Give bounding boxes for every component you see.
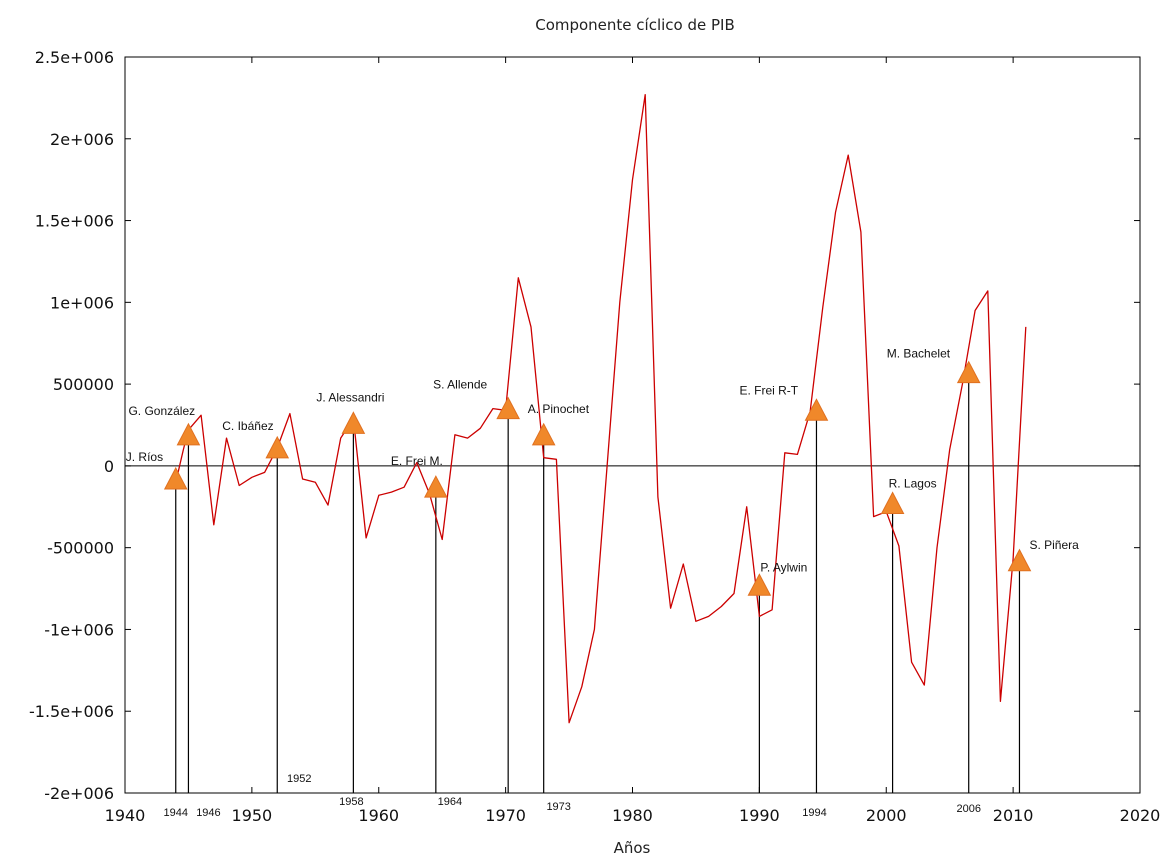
y-tick-label: 0 xyxy=(104,457,114,476)
annotation-marker xyxy=(496,396,520,420)
annotation-label: A. Pinochet xyxy=(528,402,590,416)
annotation-markers xyxy=(163,360,1032,596)
x-axis-label: Años xyxy=(614,839,651,857)
annotation-lines xyxy=(175,372,1021,793)
annotation-label: E. Frei R-T xyxy=(739,383,798,397)
annotation-label: E. Frei M. xyxy=(391,454,443,468)
annotation-marker xyxy=(341,411,366,434)
y-tick-label: -2e+006 xyxy=(44,784,114,803)
annotation-label: S. Allende xyxy=(433,378,487,392)
annotation-labels: J. Ríos 1944 G. González 1946 C. Ibáñez 1952 J… xyxy=(126,347,1079,819)
x-tick-label: 1990 xyxy=(739,806,780,825)
x-tick-label: 1960 xyxy=(358,806,399,825)
y-axis: 2.5e+006 2e+006 1.5e+006 1e+006 500000 0 -5000… xyxy=(29,48,1140,803)
x-tick-label: 2000 xyxy=(866,806,907,825)
x-axis: 1940 1950 1960 1970 1980 1990 2000 2010 2020 xyxy=(105,57,1161,825)
annotation-marker xyxy=(880,491,905,515)
x-tick-label: 1950 xyxy=(232,806,273,825)
annotation-label: J. Ríos xyxy=(126,450,163,464)
y-tick-label: -1.5e+006 xyxy=(29,702,114,721)
y-tick-label: 2.5e+006 xyxy=(35,48,114,67)
y-tick-label: 2e+006 xyxy=(50,130,114,149)
annotation-marker xyxy=(176,422,201,446)
x-tick-label: 2020 xyxy=(1120,806,1161,825)
annotation-label: S. Piñera xyxy=(1029,538,1079,552)
y-tick-label: -1e+006 xyxy=(44,620,114,639)
annotation-label: R. Lagos xyxy=(889,477,937,491)
y-tick-label: 1e+006 xyxy=(50,293,114,312)
annotation-marker xyxy=(747,573,772,596)
annotation-label: G. González xyxy=(128,404,195,418)
annotation-year-label: 1994 xyxy=(802,807,826,819)
annotation-label: P. Aylwin xyxy=(760,560,807,574)
annotation-marker xyxy=(804,398,829,421)
chart-title: Componente cíclico de PIB xyxy=(535,16,735,34)
x-tick-label: 1980 xyxy=(612,806,653,825)
annotation-year-label: 1973 xyxy=(546,801,570,813)
annotation-year-label: 1958 xyxy=(339,796,363,808)
annotation-marker xyxy=(163,466,188,490)
annotation-year-label: 2006 xyxy=(956,803,980,815)
annotation-marker xyxy=(1007,548,1032,572)
x-tick-label: 1970 xyxy=(485,806,526,825)
annotation-year-label: 1952 xyxy=(287,773,311,785)
annotation-marker xyxy=(531,422,556,446)
annotation-marker xyxy=(956,360,981,384)
series-line xyxy=(175,93,1027,724)
annotation-label: M. Bachelet xyxy=(887,347,951,361)
y-tick-label: 500000 xyxy=(53,375,114,394)
x-tick-label: 2010 xyxy=(993,806,1034,825)
annotation-marker xyxy=(265,435,290,459)
annotation-label: J. Alessandri xyxy=(316,390,384,404)
annotation-label: C. Ibáñez xyxy=(222,419,273,433)
y-tick-label: -500000 xyxy=(47,539,114,558)
x-tick-label: 1940 xyxy=(105,806,146,825)
y-tick-label: 1.5e+006 xyxy=(35,212,114,231)
annotation-year-label: 1964 xyxy=(438,796,462,808)
annotation-year-label: 1944 xyxy=(164,807,188,819)
annotation-year-label: 1946 xyxy=(196,807,220,819)
annotation-marker xyxy=(424,475,448,498)
